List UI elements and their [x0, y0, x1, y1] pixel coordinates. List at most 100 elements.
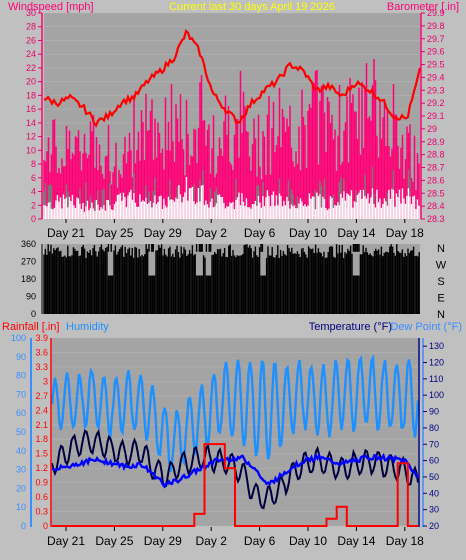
wind-x-tick-label: Day 10 [289, 226, 327, 240]
barometer-y-tick-label: 29.4 [427, 72, 445, 82]
rain-y-tick-label: 1.5 [35, 449, 48, 459]
rain-y-tick-label: 1.8 [35, 434, 48, 444]
compass-label: W [436, 260, 447, 272]
rain-x-tick-label: Day 10 [289, 534, 327, 548]
rain-x-tick-label: Day 14 [337, 534, 375, 548]
wind-y-tick-label: 30 [26, 8, 36, 18]
humidity-y-tick-label: 20 [16, 483, 26, 493]
rainfall-axis-title: Rainfall [.in] [2, 321, 59, 333]
temperature-y-tick-label: 110 [429, 374, 443, 384]
wind-y-tick-label: 4 [31, 187, 36, 197]
compass-label: N [437, 309, 445, 321]
barometer-y-tick-label: 28.5 [427, 188, 445, 198]
humidity-y-tick-label: 80 [16, 371, 26, 381]
wind-x-tick-label: Day 6 [244, 226, 276, 240]
compass-label: S [437, 276, 444, 288]
compass-label: N [437, 243, 445, 255]
direction-y-tick-label: 360 [21, 239, 36, 249]
wind-y-tick-label: 28 [26, 22, 36, 32]
temperature-y-ticks: 20 30 40 50 60 70 80 90 100 110 120 130 [423, 341, 444, 531]
temperature-y-tick-label: 40 [429, 488, 439, 498]
humidity-y-tick-label: 70 [16, 389, 26, 399]
rain-y-tick-label: 2.7 [35, 391, 48, 401]
rain-y-tick-label: 0.6 [35, 492, 48, 502]
temperature-y-tick-label: 130 [429, 341, 444, 351]
rain-y-tick-label: 2.4 [35, 405, 48, 415]
wind-y-tick-label: 22 [26, 63, 36, 73]
wind-x-tick-label: Day 25 [95, 226, 133, 240]
chart-title: Current last 30 days April 19 2026 [169, 1, 335, 13]
wind-y-tick-label: 24 [26, 49, 36, 59]
humidity-y-tick-label: 30 [16, 465, 26, 475]
barometer-y-tick-label: 28.7 [427, 163, 445, 173]
temperature-y-tick-label: 80 [429, 423, 439, 433]
barometer-y-tick-label: 29.7 [427, 34, 445, 44]
wind-x-tick-label: Day 14 [337, 226, 375, 240]
barometer-y-tick-label: 29.5 [427, 60, 445, 70]
wind-y-tick-label: 14 [26, 118, 36, 128]
wind-y-tick-label: 6 [31, 173, 36, 183]
barometer-y-tick-label: 28.8 [427, 150, 445, 160]
temperature-y-tick-label: 50 [429, 472, 439, 482]
temperature-axis-title: Temperature (°F) [309, 321, 392, 333]
rain-x-tick-label: Day 2 [196, 534, 228, 548]
wind-x-ticks: Day 21 Day 25 Day 29 Day 2 Day 6 Day 10 Day 14… [47, 219, 424, 240]
direction-y-tick-label: 0 [31, 309, 36, 319]
humidity-y-tick-label: 50 [16, 427, 26, 437]
barometer-y-tick-label: 29 [427, 124, 437, 134]
barometer-y-tick-label: 29.6 [427, 47, 445, 57]
rain-x-tick-label: Day 21 [47, 534, 85, 548]
rain-x-tick-label: Day 18 [386, 534, 424, 548]
wind-bars [43, 59, 420, 219]
windspeed-axis-title: Windspeed [mph] [8, 1, 94, 13]
direction-y-tick-label: 90 [26, 292, 36, 302]
rain-x-tick-label: Day 29 [144, 534, 182, 548]
direction-y-tick-label: 270 [21, 257, 36, 267]
dewpoint-axis-title: Dew Point (°F) [390, 321, 462, 333]
barometer-y-tick-label: 29.1 [427, 111, 445, 121]
rain-x-tick-label: Day 6 [244, 534, 276, 548]
wind-y-tick-label: 26 [26, 35, 36, 45]
humidity-line [50, 353, 420, 472]
barometer-y-tick-label: 28.4 [427, 201, 445, 211]
temperature-y-tick-label: 60 [429, 456, 439, 466]
humidity-y-ticks: 0 10 20 30 40 50 60 70 80 90 100 [11, 333, 26, 531]
rain-y-tick-label: 3.9 [35, 333, 48, 343]
wind-x-tick-label: Day 18 [386, 226, 424, 240]
barometer-y-tick-label: 28.3 [427, 214, 445, 224]
wind-y-tick-label: 16 [26, 104, 36, 114]
rain-y-tick-label: 0 [43, 521, 48, 531]
compass-label: E [437, 293, 444, 305]
humidity-axis-title: Humidity [66, 321, 109, 333]
humidity-y-tick-label: 100 [11, 333, 26, 343]
rain-y-tick-label: 0.9 [35, 478, 48, 488]
rain-x-tick-label: Day 25 [95, 534, 133, 548]
rain-x-ticks: Day 21 Day 25 Day 29 Day 2 Day 6 Day 10 Day 14… [47, 527, 424, 548]
barometer-axis-title: Barometer [.in] [387, 1, 459, 13]
rain-y-tick-label: 3.6 [35, 347, 48, 357]
wind-y-tick-label: 10 [26, 145, 36, 155]
humidity-y-tick-label: 60 [16, 408, 26, 418]
wind-x-tick-label: Day 29 [144, 226, 182, 240]
barometer-line [43, 29, 422, 128]
direction-y-ticks: 0 90 180 270 360 [21, 239, 36, 319]
barometer-y-tick-label: 29.2 [427, 98, 445, 108]
barometer-y-tick-label: 28.6 [427, 175, 445, 185]
barometer-y-tick-label: 29.8 [427, 21, 445, 31]
humidity-y-tick-label: 40 [16, 446, 26, 456]
wind-y-tick-label: 18 [26, 90, 36, 100]
rain-y-tick-label: 0.3 [35, 507, 48, 517]
temperature-y-tick-label: 90 [429, 407, 439, 417]
barometer-y-ticks: 28.3 28.4 28.5 28.6 28.7 28.8 28.9 29 29.1 29.2 29… [421, 8, 445, 224]
humidity-y-tick-label: 0 [21, 521, 26, 531]
wind-y-tick-label: 0 [31, 214, 36, 224]
humidity-y-tick-label: 10 [16, 502, 26, 512]
direction-y-tick-label: 180 [21, 274, 36, 284]
temperature-y-tick-label: 20 [429, 521, 439, 531]
